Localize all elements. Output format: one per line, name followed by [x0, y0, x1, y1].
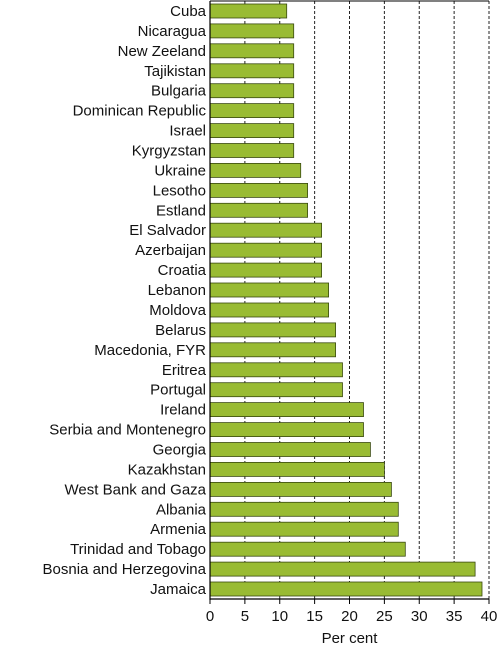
- category-label: Bulgaria: [151, 83, 207, 100]
- bar-nicaragua: [209, 23, 295, 39]
- bar-portugal: [209, 382, 343, 398]
- bars: [209, 3, 483, 597]
- bar-moldova: [209, 302, 329, 318]
- category-label: Cuba: [170, 3, 207, 20]
- bar-croatia: [209, 262, 322, 278]
- bar-georgia: [209, 442, 371, 457]
- bar-el-salvador: [209, 222, 322, 238]
- bar-kazakhstan: [209, 461, 385, 477]
- x-tick-label: 20: [341, 608, 358, 625]
- category-label: Armenia: [150, 521, 207, 538]
- category-label: Croatia: [158, 262, 207, 279]
- x-tick-label: 35: [446, 608, 463, 625]
- x-tick-label: 30: [411, 608, 428, 625]
- bar-cuba: [209, 3, 288, 19]
- bar-jamaica: [209, 581, 483, 597]
- bar-belarus: [209, 322, 336, 338]
- category-label: Albania: [156, 501, 207, 518]
- bar-ireland: [209, 402, 364, 418]
- x-tick-label: 40: [481, 608, 498, 625]
- bar-albania: [209, 501, 399, 517]
- x-tick-label: 0: [206, 608, 214, 625]
- bar-lesotho: [209, 182, 308, 198]
- bar-kyrgyzstan: [209, 143, 295, 158]
- bar-armenia: [209, 521, 399, 537]
- bar-trinidad-and-tobago: [209, 541, 406, 557]
- bar-lebanon: [209, 282, 329, 298]
- x-tick-label: 5: [241, 608, 249, 625]
- category-label: Eritrea: [162, 362, 207, 379]
- category-label: New Zeeland: [118, 43, 206, 60]
- bar-azerbaijan: [209, 242, 322, 258]
- category-label: Portugal: [150, 382, 206, 399]
- x-tick-label: 15: [306, 608, 323, 625]
- category-label: Trinidad and Tobago: [70, 541, 206, 558]
- category-label: Kazakhstan: [128, 461, 206, 478]
- category-label: Estland: [156, 202, 206, 219]
- bar-macedonia-fyr: [209, 342, 336, 358]
- category-label: Belarus: [155, 322, 206, 339]
- category-label: Lesotho: [153, 182, 206, 199]
- bar-tajikistan: [209, 63, 295, 79]
- bar-bosnia-and-herzegovina: [209, 561, 476, 577]
- category-label: Tajikistan: [144, 63, 206, 80]
- bar-new-zeeland: [209, 43, 295, 59]
- category-label: Bosnia and Herzegovina: [43, 561, 207, 578]
- bar-west-bank-and-gaza: [209, 481, 392, 497]
- category-label: Serbia and Montenegro: [49, 422, 206, 439]
- category-label: Jamaica: [150, 581, 207, 598]
- bar-estland: [209, 202, 308, 218]
- category-label: Ireland: [160, 402, 206, 419]
- category-label: Nicaragua: [138, 23, 207, 40]
- category-label: Moldova: [149, 302, 206, 319]
- bar-eritrea: [209, 362, 343, 378]
- category-labels: Cuba Nicaragua New Zeeland Tajikistan Bulgar…: [43, 3, 207, 598]
- bar-dominican-republic: [209, 103, 295, 118]
- x-axis-title: Per cent: [322, 630, 379, 647]
- bar-ukraine: [209, 162, 302, 178]
- bar-israel: [209, 123, 295, 138]
- category-label: El Salvador: [129, 222, 206, 239]
- axes: [209, 0, 490, 604]
- x-tick-label: 10: [271, 608, 288, 625]
- bar-serbia-and-montenegro: [209, 422, 364, 438]
- category-label: Macedonia, FYR: [94, 342, 206, 359]
- category-label: West Bank and Gaza: [65, 481, 207, 498]
- category-label: Azerbaijan: [135, 242, 206, 259]
- category-label: Ukraine: [154, 162, 206, 179]
- category-label: Kyrgyzstan: [132, 143, 206, 160]
- category-label: Dominican Republic: [73, 103, 207, 120]
- category-label: Israel: [169, 123, 206, 140]
- category-label: Georgia: [153, 442, 207, 459]
- x-tick-label: 25: [376, 608, 393, 625]
- x-tick-labels: 0 5 10 15 20 25 30 35 40: [206, 608, 498, 625]
- category-label: Lebanon: [148, 282, 206, 299]
- bar-bulgaria: [209, 83, 295, 99]
